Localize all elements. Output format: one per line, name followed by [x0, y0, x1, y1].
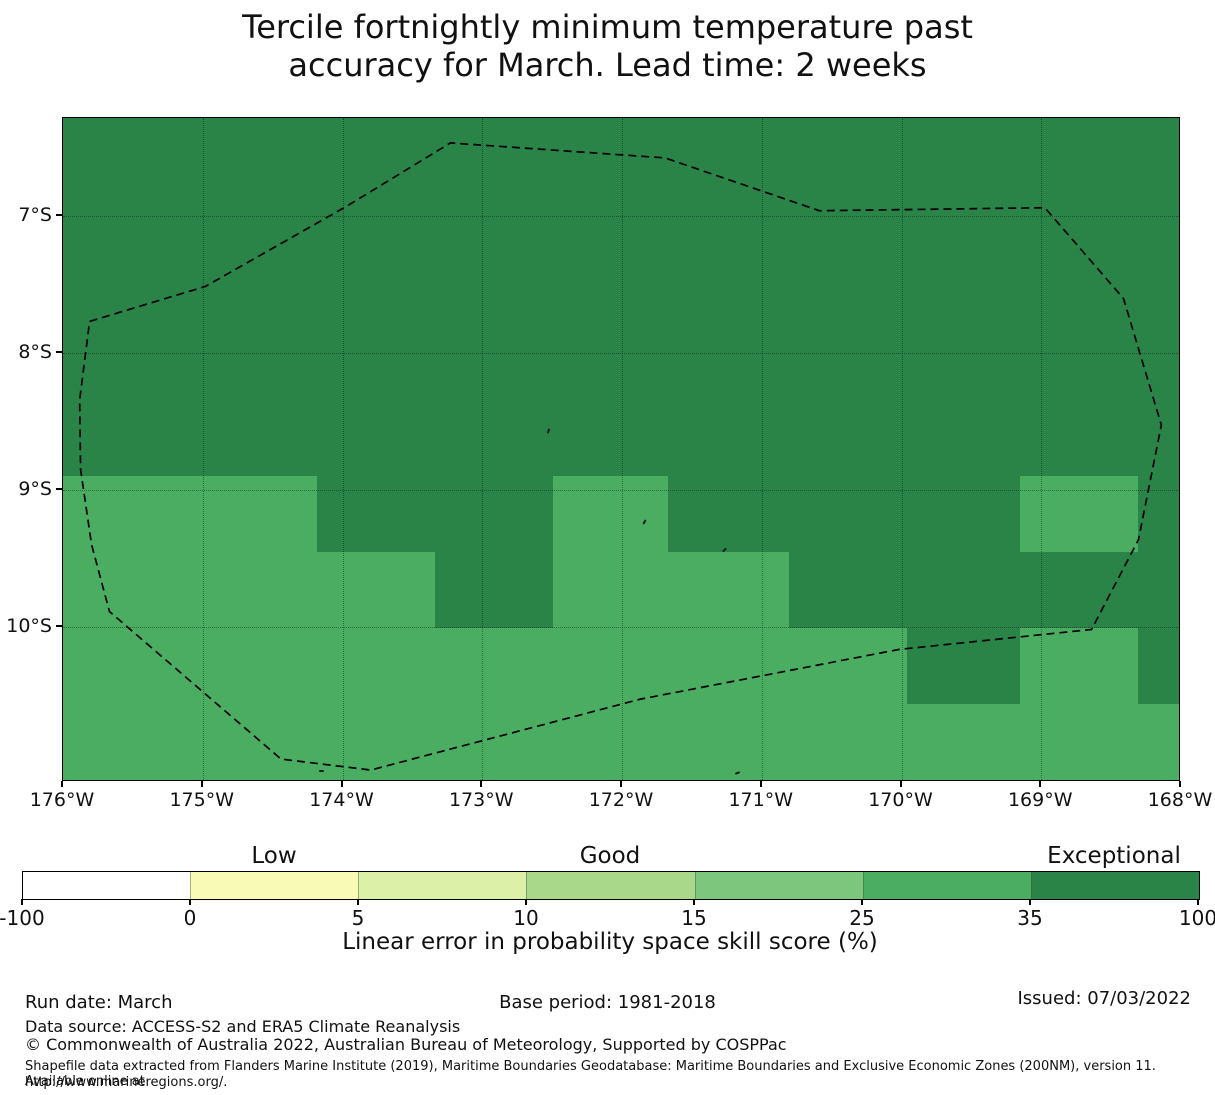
x-axis-tick	[480, 781, 483, 787]
colorbar-tick-label: 35	[1017, 906, 1043, 930]
longitude-gridline	[202, 118, 204, 780]
x-axis-tick	[759, 781, 762, 787]
eez-boundary	[78, 142, 1163, 771]
x-axis-label: 175°W	[169, 789, 235, 811]
colorbar-segment	[694, 872, 863, 899]
colorbar-segment	[190, 872, 359, 899]
skill-cell-25-35	[63, 628, 907, 704]
skill-cell-25-35	[553, 551, 790, 628]
colorbar-tick-label: 5	[351, 906, 365, 930]
y-axis-label: 10°S	[6, 615, 52, 638]
shapefile-note-line1: Shapefile data extracted from Flanders M…	[25, 1059, 1156, 1089]
colorbar-tick	[357, 899, 359, 905]
y-axis-tick	[56, 625, 62, 628]
colorbar-segment	[1030, 872, 1199, 899]
colorbar-tick-label: -100	[0, 906, 45, 930]
x-axis-tick	[200, 781, 203, 787]
colorbar-segment	[526, 872, 695, 899]
y-axis-tick	[56, 214, 62, 216]
latitude-gridline	[63, 627, 1179, 629]
x-axis-label: 173°W	[448, 789, 514, 811]
island-mark	[319, 769, 325, 772]
x-axis-label: 174°W	[309, 789, 374, 811]
colorbar-caption: Linear error in probability space skill …	[342, 929, 878, 955]
skill-cell-25-35	[1020, 476, 1138, 552]
longitude-gridline	[622, 118, 623, 780]
skill-cell-25-35	[63, 476, 317, 552]
x-axis-tick	[1179, 781, 1181, 787]
map-plot	[62, 117, 1180, 781]
colorbar-category-label: Good	[579, 843, 641, 869]
colorbar-tick-label: 0	[183, 906, 197, 930]
latitude-gridline	[63, 489, 1179, 491]
x-axis-tick	[899, 781, 902, 787]
shapefile-note-line2: http://www.marineregions.org/.	[25, 1075, 228, 1090]
x-axis-label: 168°W	[1147, 789, 1213, 811]
colorbar-tick	[693, 899, 695, 905]
colorbar-tick-label: 10	[513, 906, 539, 930]
run-date-text: Run date: March	[25, 992, 173, 1013]
eez-boundary-polygon	[78, 142, 1163, 771]
colorbar-category-label: Exceptional	[1047, 843, 1181, 869]
colorbar-tick-label: 25	[849, 906, 875, 930]
x-axis-tick	[620, 781, 622, 787]
colorbar-segment	[862, 872, 1031, 899]
y-axis-label: 9°S	[18, 477, 52, 500]
colorbar-tick	[1029, 899, 1031, 905]
base-period-text: Base period: 1981-2018	[499, 992, 716, 1013]
colorbar-tick	[189, 899, 191, 905]
latitude-gridline	[63, 352, 1179, 354]
longitude-gridline	[342, 118, 344, 780]
issued-date-text: Issued: 07/03/2022	[1017, 988, 1191, 1009]
skill-cell-25-35	[63, 551, 435, 628]
x-axis-label: 169°W	[1007, 789, 1073, 811]
x-axis-label: 176°W	[29, 789, 95, 811]
longitude-gridline	[482, 118, 484, 780]
x-axis-label: 172°W	[588, 789, 654, 811]
x-axis-label: 171°W	[728, 789, 794, 811]
y-axis-tick	[56, 350, 62, 353]
longitude-gridline	[901, 118, 903, 780]
colorbar	[22, 871, 1200, 900]
y-axis-label: 7°S	[18, 204, 52, 226]
y-axis-tick	[56, 487, 62, 490]
colorbar-category-label: Low	[251, 843, 297, 869]
x-axis-tick	[61, 781, 63, 787]
skill-cell-25-35	[63, 703, 1179, 780]
y-axis-label: 8°S	[18, 340, 52, 363]
data-source-text: Data source: ACCESS-S2 and ERA5 Climate …	[25, 1017, 461, 1036]
colorbar-tick	[525, 899, 527, 905]
x-axis-label: 170°W	[868, 789, 933, 811]
x-axis-tick	[1039, 781, 1042, 787]
chart-title: Tercile fortnightly minimum temperature …	[0, 8, 1215, 84]
colorbar-tick-label: 100	[1178, 906, 1215, 930]
colorbar-segment	[358, 872, 527, 899]
skill-cell-25-35	[553, 476, 669, 552]
colorbar-segment	[23, 872, 191, 899]
longitude-gridline	[761, 118, 763, 780]
colorbar-tick-label: 15	[681, 906, 707, 930]
colorbar-tick	[861, 899, 863, 905]
copyright-text: © Commonwealth of Australia 2022, Austra…	[25, 1035, 787, 1054]
latitude-gridline	[63, 216, 1179, 217]
colorbar-tick	[1197, 899, 1199, 905]
x-axis-tick	[340, 781, 343, 787]
skill-cell-25-35	[1020, 628, 1138, 704]
colorbar-tick	[21, 899, 23, 905]
chart-title-line2: accuracy for March. Lead time: 2 weeks	[288, 46, 927, 84]
chart-title-line1: Tercile fortnightly minimum temperature …	[242, 8, 973, 46]
longitude-gridline	[1041, 118, 1043, 780]
